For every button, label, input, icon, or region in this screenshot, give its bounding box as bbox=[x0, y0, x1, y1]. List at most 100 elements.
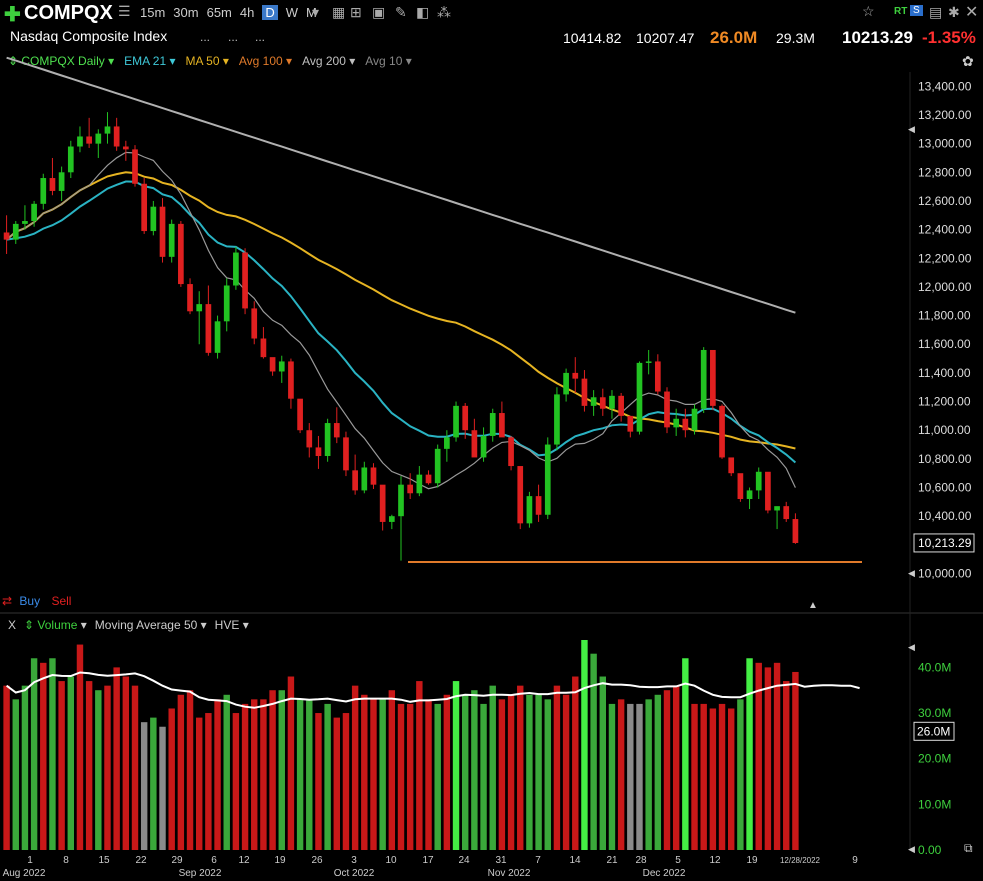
candle-body bbox=[242, 252, 248, 309]
volume-value: 26.0M bbox=[710, 28, 758, 47]
x-month-label: Oct 2022 bbox=[334, 868, 375, 879]
volume-bar bbox=[553, 685, 561, 850]
volume-bar bbox=[168, 708, 175, 850]
high-value: 10414.82 bbox=[563, 30, 622, 46]
candle-body bbox=[31, 203, 37, 222]
volume-bar bbox=[599, 676, 607, 850]
chart-type-icon[interactable]: ▦ bbox=[332, 4, 346, 20]
volume-bar bbox=[223, 694, 230, 850]
star-icon[interactable]: ☆ bbox=[862, 3, 875, 19]
pencil-icon[interactable]: ✎ bbox=[395, 4, 407, 20]
volume-bar bbox=[370, 699, 377, 850]
link-icon[interactable]: S bbox=[910, 5, 923, 16]
ema21-line bbox=[6, 180, 797, 464]
share-icon[interactable]: ⁂ bbox=[437, 4, 451, 20]
timeframe-65m[interactable]: 65m bbox=[206, 5, 232, 20]
price-tick-label: 12,200.00 bbox=[918, 251, 972, 265]
candle-body bbox=[178, 223, 184, 285]
x-tick-label: 3 bbox=[351, 855, 357, 866]
buy-button[interactable]: Buy bbox=[19, 594, 41, 608]
candle-body bbox=[278, 361, 285, 372]
x-tick-label: 12 bbox=[709, 855, 721, 866]
timeframe-30m[interactable]: 30m bbox=[173, 5, 199, 20]
chevron-down-icon[interactable]: ▾ bbox=[312, 4, 320, 20]
candle-body bbox=[22, 221, 28, 224]
volume-bar bbox=[727, 708, 735, 850]
timeframe-4h[interactable]: 4h bbox=[239, 5, 255, 20]
price-tick-label: 12,600.00 bbox=[918, 194, 972, 208]
timeframe-d[interactable]: D bbox=[262, 5, 278, 20]
trade-icon[interactable]: ⇄ bbox=[2, 594, 13, 608]
legend-item-0[interactable]: ⇕ COMPQX Daily ▾ bbox=[8, 54, 115, 68]
volume-close-button[interactable]: X bbox=[8, 618, 17, 632]
candle-body bbox=[306, 430, 313, 448]
list-icon[interactable]: ☰ bbox=[118, 3, 131, 19]
volume-bar bbox=[122, 676, 130, 850]
settings-icon[interactable]: ✱ bbox=[948, 4, 960, 20]
candle-body bbox=[251, 308, 258, 339]
volume-bar bbox=[241, 703, 249, 850]
volume-label[interactable]: ⇕ Volume ▾ bbox=[24, 618, 87, 632]
x-tick-label: 31 bbox=[495, 855, 507, 866]
timeframe-15m[interactable]: 15m bbox=[140, 5, 166, 20]
candle-body bbox=[12, 223, 19, 240]
calculator-icon[interactable]: ▣ bbox=[372, 4, 386, 20]
volume-bar bbox=[251, 699, 258, 850]
volume-ma-label[interactable]: Moving Average 50 ▾ bbox=[94, 618, 207, 632]
price-tick-label: 13,400.00 bbox=[918, 79, 972, 93]
volume-bar bbox=[113, 667, 120, 850]
x-tick-label: 12 bbox=[238, 855, 250, 866]
volume-bar bbox=[21, 685, 29, 850]
legend-item-4[interactable]: Avg 200 ▾ bbox=[302, 54, 356, 68]
sma10-line bbox=[6, 151, 796, 490]
legend-item-2[interactable]: MA 50 ▾ bbox=[185, 54, 229, 68]
candle-body bbox=[77, 136, 83, 147]
candle-body bbox=[563, 372, 569, 395]
volume-bar bbox=[361, 694, 368, 850]
candle-body bbox=[205, 304, 212, 353]
volume-bar bbox=[526, 694, 533, 850]
candle-body bbox=[710, 349, 716, 406]
volume-bar bbox=[737, 699, 744, 850]
volume-bar bbox=[535, 694, 542, 850]
ma50-line bbox=[5, 171, 796, 450]
candle-body bbox=[425, 474, 432, 484]
volume-bar bbox=[296, 699, 304, 850]
save-icon[interactable]: ▤ bbox=[929, 4, 943, 20]
x-tick-label: 22 bbox=[135, 855, 147, 866]
close-icon[interactable]: ✕ bbox=[965, 4, 979, 21]
candle-body bbox=[517, 466, 524, 524]
timeframe-m[interactable]: M bbox=[306, 5, 317, 20]
volume-bar bbox=[783, 681, 790, 850]
volume-bar bbox=[131, 685, 139, 850]
palette-icon[interactable]: ✿ bbox=[962, 53, 974, 69]
volume-bar bbox=[507, 694, 515, 850]
timeframe-w[interactable]: W bbox=[285, 5, 299, 20]
legend-item-5[interactable]: Avg 10 ▾ bbox=[365, 54, 412, 68]
rt-icon[interactable]: RT bbox=[894, 6, 908, 17]
volume-bar bbox=[608, 703, 616, 850]
volume-legend: X ⇕ Volume ▾ Moving Average 50 ▾ HVE ▾ bbox=[8, 618, 249, 632]
volume-bar bbox=[581, 640, 588, 850]
legend-item-1[interactable]: EMA 21 ▾ bbox=[124, 54, 176, 68]
candle-body bbox=[3, 232, 10, 240]
volume-bar bbox=[214, 699, 221, 850]
volume-bar bbox=[333, 717, 341, 850]
x-tick-label: 19 bbox=[274, 855, 286, 866]
volume-tick-label: 0.00 bbox=[918, 843, 942, 857]
volume-bar bbox=[388, 690, 396, 850]
volume-bar bbox=[792, 671, 799, 850]
sell-button[interactable]: Sell bbox=[51, 594, 72, 608]
x-tick-label: 10 bbox=[385, 855, 397, 866]
indicator-icon[interactable]: ⊞ bbox=[350, 4, 362, 20]
layers-icon[interactable]: ◧ bbox=[416, 4, 430, 20]
plus-icon[interactable]: ✚ bbox=[4, 4, 21, 26]
legend-item-3[interactable]: Avg 100 ▾ bbox=[238, 54, 293, 68]
volume-bar bbox=[443, 694, 451, 850]
volume-bar bbox=[104, 685, 111, 850]
candle-body bbox=[260, 338, 267, 358]
symbol-label[interactable]: COMPQX bbox=[24, 2, 113, 24]
candle-body bbox=[444, 437, 450, 449]
hve-label[interactable]: HVE ▾ bbox=[214, 618, 249, 632]
